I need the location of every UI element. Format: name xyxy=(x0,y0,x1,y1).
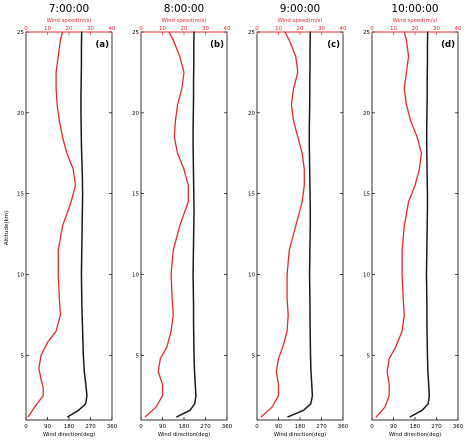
altitude-tick-label: 25 xyxy=(17,30,24,36)
plot-frame xyxy=(371,31,459,421)
speed-tick-label: 30 xyxy=(318,26,325,32)
wind-direction-line xyxy=(409,31,431,418)
direction-tick-label: 360 xyxy=(222,424,233,430)
direction-tick-label: 0 xyxy=(255,424,259,430)
wind-direction-line xyxy=(287,31,314,418)
y-axis-label: Altitude(km) xyxy=(4,211,10,245)
direction-tick-label: 270 xyxy=(431,424,442,430)
speed-tick-label: 10 xyxy=(275,26,282,32)
altitude-tick-label: 25 xyxy=(132,30,139,36)
altitude-tick-label: 15 xyxy=(132,192,139,198)
speed-tick-label: 10 xyxy=(390,26,397,32)
speed-tick-label: 40 xyxy=(340,26,347,32)
wind-speed-line xyxy=(27,31,77,418)
speed-tick-label: 40 xyxy=(455,26,462,32)
direction-tick-label: 0 xyxy=(139,424,143,430)
direction-tick-label: 0 xyxy=(370,424,374,430)
speed-tick-label: 20 xyxy=(297,26,304,32)
wind-speed-line xyxy=(144,31,189,418)
direction-tick-label: 180 xyxy=(179,424,190,430)
speed-tick-label: 20 xyxy=(181,26,188,32)
speed-tick-label: 20 xyxy=(412,26,419,32)
altitude-tick-label: 25 xyxy=(248,30,255,36)
direction-axis-label: Wind direction(deg) xyxy=(389,432,441,438)
altitude-tick-label: 20 xyxy=(132,111,139,117)
direction-tick-label: 180 xyxy=(410,424,421,430)
speed-axis-label: Wind speed(m/s) xyxy=(278,18,323,24)
wind-speed-line xyxy=(260,31,305,418)
altitude-tick-label: 10 xyxy=(132,273,139,279)
altitude-tick-label: 20 xyxy=(17,111,24,117)
speed-tick-label: 30 xyxy=(87,26,94,32)
direction-tick-label: 90 xyxy=(159,424,166,430)
direction-tick-label: 0 xyxy=(24,424,28,430)
altitude-tick-label: 5 xyxy=(136,353,140,359)
speed-tick-label: 40 xyxy=(224,26,231,32)
altitude-tick-label: 10 xyxy=(17,273,24,279)
direction-tick-label: 360 xyxy=(107,424,118,430)
direction-tick-label: 360 xyxy=(338,424,349,430)
altitude-tick-label: 25 xyxy=(363,30,370,36)
altitude-tick-label: 5 xyxy=(252,353,256,359)
speed-tick-label: 0 xyxy=(139,26,143,32)
altitude-tick-label: 15 xyxy=(248,192,255,198)
panel-2: 8:00:00 0 10 20 30 40 Wind speed(m/s) 0 90 180 270… xyxy=(132,3,233,438)
direction-tick-label: 90 xyxy=(275,424,282,430)
direction-tick-label: 90 xyxy=(390,424,397,430)
speed-tick-label: 40 xyxy=(109,26,116,32)
panel-label: (c) xyxy=(327,40,340,50)
speed-tick-label: 0 xyxy=(255,26,259,32)
wind-direction-line xyxy=(176,31,197,418)
panel-time-title: 7:00:00 xyxy=(49,3,89,15)
speed-tick-label: 10 xyxy=(159,26,166,32)
direction-tick-label: 270 xyxy=(85,424,96,430)
direction-tick-label: 90 xyxy=(44,424,51,430)
panel-label: (b) xyxy=(210,40,224,50)
speed-tick-label: 30 xyxy=(202,26,209,32)
speed-tick-label: 0 xyxy=(24,26,28,32)
panel-4: 10:00:00 0 10 20 30 40 Wind speed(m/s) 0 90 180 27… xyxy=(363,3,464,438)
direction-axis-label: Wind direction(deg) xyxy=(274,432,326,438)
altitude-tick-label: 15 xyxy=(17,192,24,198)
altitude-tick-label: 20 xyxy=(363,111,370,117)
speed-tick-label: 20 xyxy=(66,26,73,32)
altitude-tick-label: 20 xyxy=(248,111,255,117)
speed-tick-label: 30 xyxy=(433,26,440,32)
panel-label: (d) xyxy=(441,40,455,50)
panel-time-title: 10:00:00 xyxy=(391,3,438,15)
speed-axis-label: Wind speed(m/s) xyxy=(47,18,92,24)
altitude-tick-label: 10 xyxy=(363,273,370,279)
panel-1: 7:00:00 0 10 20 30 40 Wind speed(m/s) 0 90 180 270… xyxy=(17,3,118,438)
altitude-tick-label: 15 xyxy=(363,192,370,198)
direction-tick-label: 180 xyxy=(64,424,75,430)
panel-3: 9:00:00 0 10 20 30 40 Wind speed(m/s) 0 90 180 270… xyxy=(248,3,349,438)
direction-tick-label: 270 xyxy=(200,424,211,430)
speed-tick-label: 10 xyxy=(44,26,51,32)
plot-frame xyxy=(25,31,113,421)
panel-time-title: 8:00:00 xyxy=(164,3,204,15)
direction-tick-label: 270 xyxy=(316,424,327,430)
plot-frame xyxy=(140,31,228,421)
altitude-tick-label: 5 xyxy=(367,353,371,359)
panel-time-title: 9:00:00 xyxy=(280,3,320,15)
direction-tick-label: 180 xyxy=(295,424,306,430)
altitude-tick-label: 10 xyxy=(248,273,255,279)
wind-direction-line xyxy=(67,31,88,418)
speed-tick-label: 0 xyxy=(370,26,374,32)
direction-axis-label: Wind direction(deg) xyxy=(158,432,210,438)
speed-axis-label: Wind speed(m/s) xyxy=(162,18,207,24)
panels: 7:00:00 0 10 20 30 40 Wind speed(m/s) 0 90 180 270… xyxy=(17,3,464,438)
wind-speed-line xyxy=(375,31,423,418)
plot-frame xyxy=(256,31,344,421)
direction-axis-label: Wind direction(deg) xyxy=(43,432,95,438)
altitude-tick-label: 5 xyxy=(21,353,25,359)
speed-axis-label: Wind speed(m/s) xyxy=(393,18,438,24)
panel-label: (a) xyxy=(95,40,109,50)
direction-tick-label: 360 xyxy=(453,424,464,430)
